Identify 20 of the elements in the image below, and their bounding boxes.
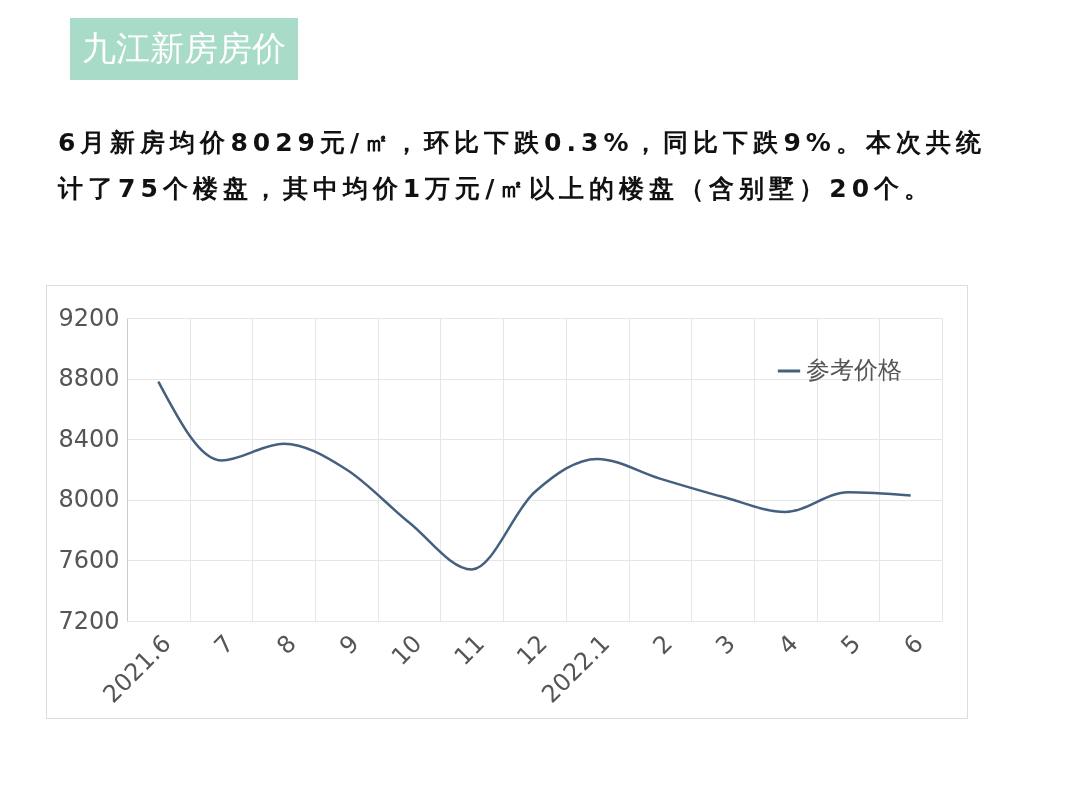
x-tick-label: 3	[710, 629, 741, 660]
x-tick-label: 4	[772, 629, 804, 660]
x-tick-label: 9	[334, 629, 365, 660]
y-tick-label: 8400	[58, 424, 120, 453]
x-tick-label: 11	[448, 629, 490, 671]
y-tick-label: 7200	[58, 606, 120, 635]
line-series	[157, 380, 912, 571]
x-tick-label: 10	[385, 629, 428, 671]
x-tick-label: 6	[898, 629, 929, 660]
y-tick-label: 8000	[58, 485, 120, 514]
x-tick-label: 2	[647, 629, 679, 660]
x-tick-label: 7	[208, 629, 240, 660]
y-tick-label: 9200	[58, 303, 120, 332]
legend-label: 参考价格	[806, 356, 902, 384]
chart-subtitle: 6月新房均价8029元/㎡，环比下跌0.3%，同比下跌9%。本次共统计了75个楼盘，其中均价1万元/㎡以上的楼盘（含别墅）20个。	[58, 127, 987, 205]
x-tick-label: 8	[271, 629, 302, 660]
y-tick-label: 8800	[58, 364, 120, 393]
chart-title: 九江新房房价	[70, 18, 298, 80]
x-tick-label: 5	[835, 629, 867, 660]
y-tick-label: 7600	[58, 545, 120, 574]
